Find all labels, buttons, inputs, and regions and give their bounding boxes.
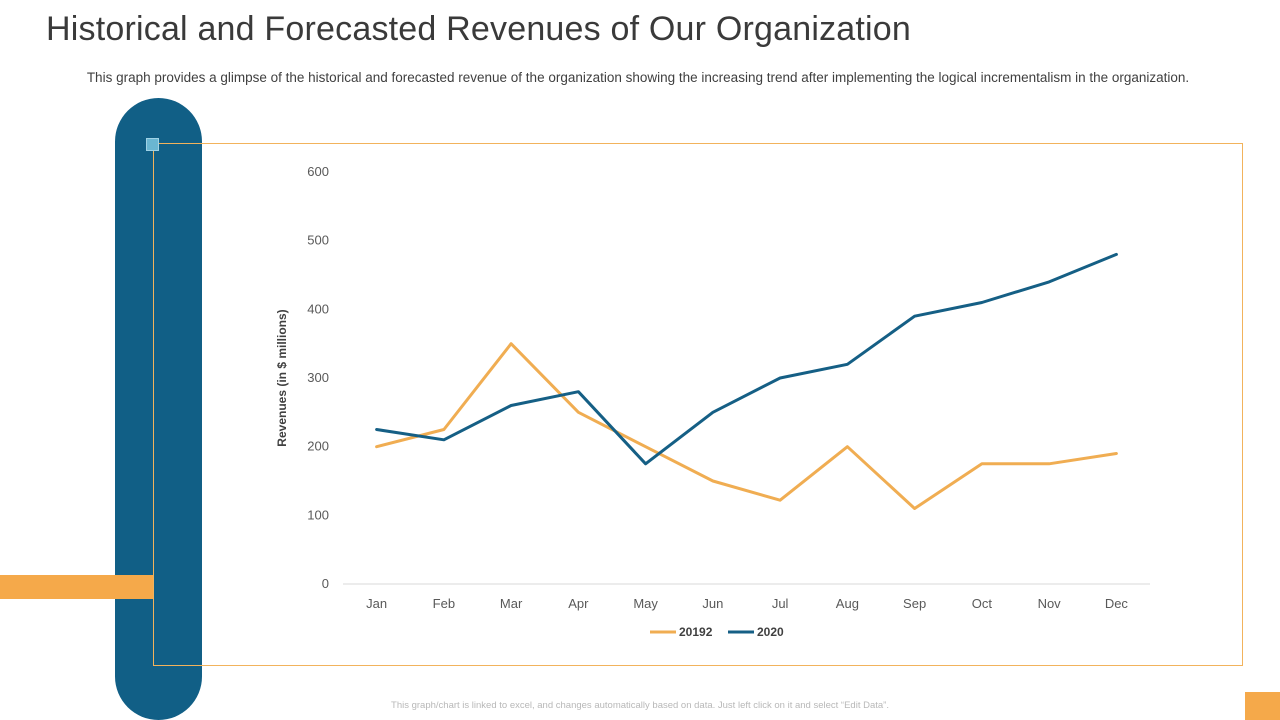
x-axis-ticks: Jan Feb Mar Apr May Jun Jul Aug Sep Oct Nov Dec [366,596,1128,611]
x-tick-label: Jan [366,596,387,611]
x-tick-label: Aug [836,596,859,611]
decorative-orange-bar [0,575,154,599]
x-tick-label: Apr [568,596,589,611]
decorative-teal-square [146,138,159,151]
x-tick-label: Sep [903,596,926,611]
chart-legend[interactable]: 20192 2020 [650,625,784,639]
x-tick-label: Oct [972,596,993,611]
y-tick-label: 400 [307,301,329,316]
page-title: Historical and Forecasted Revenues of Ou… [46,10,911,48]
y-axis-ticks: 0 100 200 300 400 500 600 [307,164,329,591]
x-tick-label: May [633,596,658,611]
series-line-2020[interactable] [375,252,1118,466]
y-axis-title: Revenues (in $ millions) [275,309,289,446]
legend-label-2020: 2020 [757,625,784,639]
x-tick-label: Jul [772,596,789,611]
y-axis-title-group: Revenues (in $ millions) [275,309,289,446]
decorative-orange-corner [1245,692,1280,720]
chart-footnote: This graph/chart is linked to excel, and… [391,700,889,711]
x-tick-label: Nov [1038,596,1062,611]
chart-frame [153,143,1243,666]
legend-label-20192: 20192 [679,625,713,639]
y-tick-label: 500 [307,233,329,248]
x-tick-label: Dec [1105,596,1129,611]
y-tick-label: 100 [307,507,329,522]
decorative-pill [115,98,202,720]
x-tick-label: Mar [500,596,523,611]
y-tick-label: 600 [307,164,329,179]
x-tick-label: Jun [702,596,723,611]
y-tick-label: 300 [307,370,329,385]
page-subtitle: This graph provides a glimpse of the his… [86,70,1190,85]
y-tick-label: 0 [322,576,329,591]
y-tick-label: 200 [307,439,329,454]
x-tick-label: Feb [433,596,455,611]
series-line-20192[interactable] [375,342,1118,510]
series-lines [375,252,1118,510]
